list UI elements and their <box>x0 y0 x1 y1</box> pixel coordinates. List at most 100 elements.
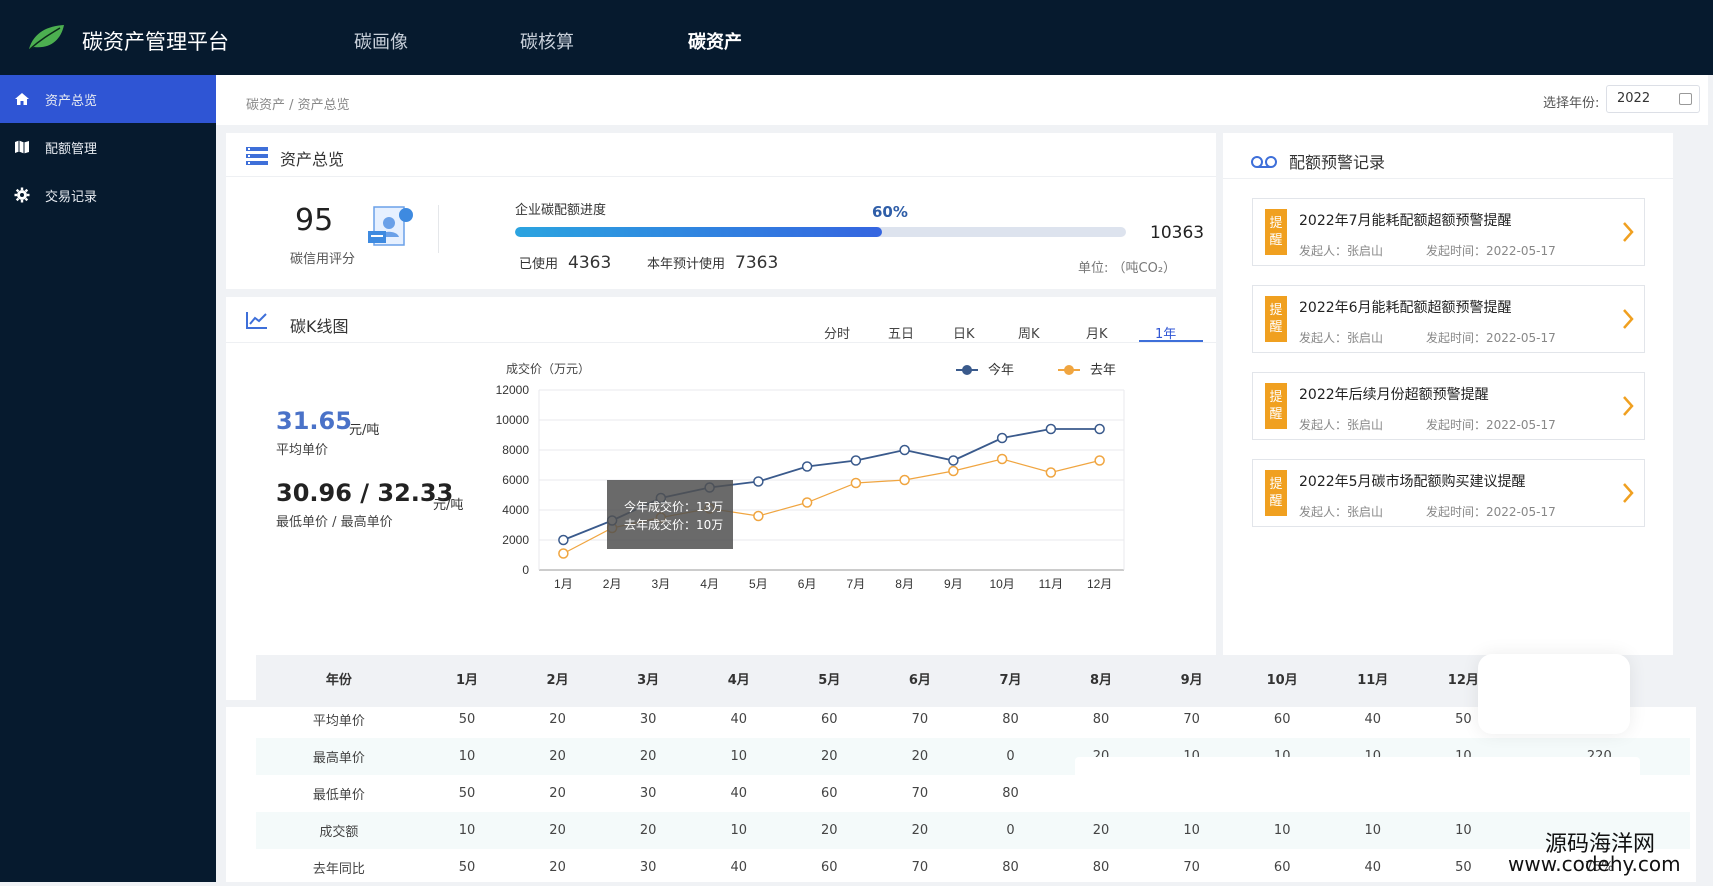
topnav-carbon-accounting[interactable]: 碳核算 <box>520 32 574 53</box>
divider <box>1223 178 1673 179</box>
table-cell: 40 <box>730 786 747 801</box>
table-cell: 最低单价 <box>312 788 365 803</box>
chevron-right-icon[interactable] <box>1620 480 1636 506</box>
data-point <box>850 477 862 489</box>
table-cell: 20 <box>549 860 566 875</box>
alert-item[interactable]: 提醒 2022年6月能耗配额超额预警提醒 发起人：张启山 发起时间：2022-0… <box>1252 285 1645 353</box>
sidebar-item-trade-records[interactable]: 交易记录 <box>0 171 216 219</box>
tab-intraday[interactable]: 分时 <box>824 327 851 342</box>
table-cell: 10 <box>1327 812 1419 849</box>
x-tick-label: 4月 <box>700 577 719 591</box>
data-point <box>948 465 959 477</box>
card-title: 碳K线图 <box>290 317 349 336</box>
chevron-right-icon[interactable] <box>1620 306 1636 332</box>
table-cell: 20 <box>874 812 966 849</box>
average-price: 31.65 <box>276 407 352 435</box>
data-point <box>558 534 569 546</box>
alert-item[interactable]: 提醒 2022年7月能耗配额超额预警提醒 发起人：张启山 发起时间：2022-0… <box>1252 198 1645 266</box>
tab-weekly-k[interactable]: 周K <box>1018 327 1040 342</box>
quota-total: 10363 <box>1150 223 1205 243</box>
y-tick-label: 10000 <box>496 413 529 427</box>
table-cell: 20 <box>512 738 603 775</box>
table-cell: 50 <box>458 786 476 801</box>
y-tick-label: 8000 <box>502 443 529 457</box>
list-icon <box>246 147 268 165</box>
topnav-carbon-assets[interactable]: 碳资产 <box>688 32 742 53</box>
sidebar-item-label: 交易记录 <box>45 190 98 205</box>
alert-title: 2022年7月能耗配额超额预警提醒 <box>1299 213 1512 229</box>
divider <box>226 342 1216 343</box>
alert-item[interactable]: 提醒 2022年5月碳市场配额购买建议提醒 发起人：张启山 发起时间：2022-… <box>1252 459 1645 527</box>
table-cell: 20 <box>1055 812 1147 849</box>
table-cell: 80 <box>1002 860 1019 875</box>
alert-title: 2022年6月能耗配额超额预警提醒 <box>1299 300 1512 316</box>
alert-item[interactable]: 提醒 2022年后续月份超额预警提醒 发起人：张启山 发起时间：2022-05-… <box>1252 372 1645 440</box>
table-header-cell: 2月 <box>512 655 603 701</box>
table-cell: 20 <box>602 812 694 849</box>
table-cell: 80 <box>1092 860 1110 875</box>
forecast-label: 本年预计使用 <box>647 257 726 272</box>
sidebar-item-label: 配额管理 <box>45 142 98 157</box>
top-navbar: 碳资产管理平台 碳画像 碳核算 碳资产 <box>0 0 1713 75</box>
table-cell: 20 <box>874 738 966 775</box>
data-point <box>1094 455 1105 466</box>
table-cell: 40 <box>730 860 747 875</box>
table-cell: 20 <box>784 812 875 849</box>
table-cell: 30 <box>639 786 657 801</box>
gear-icon <box>14 187 30 203</box>
table-cell: 20 <box>602 738 694 775</box>
min-max-label: 最低单价 / 最高单价 <box>276 515 393 530</box>
table-cell: 0 <box>965 812 1056 849</box>
table-cell: 70 <box>1183 860 1200 875</box>
alert-time: 发起时间：2022-05-17 <box>1426 505 1556 519</box>
table-cell: 50 <box>1455 860 1472 875</box>
table-cell: 20 <box>549 786 566 801</box>
x-tick-label: 12月 <box>1087 577 1112 591</box>
year-picker-input[interactable]: 2022 <box>1606 85 1700 113</box>
alert-time: 发起时间：2022-05-17 <box>1426 331 1556 345</box>
table-cell: 40 <box>730 712 747 727</box>
tab-one-year[interactable]: 1年 <box>1155 327 1177 342</box>
overlay-patch <box>1478 654 1630 734</box>
sidebar-item-asset-overview[interactable]: 资产总览 <box>0 75 216 123</box>
table-cell: 20 <box>512 812 603 849</box>
table-header-cell: 7月 <box>965 655 1056 701</box>
credit-score-label: 碳信用评分 <box>290 252 356 267</box>
tab-five-day[interactable]: 五日 <box>888 327 915 342</box>
x-tick-label: 1月 <box>554 577 573 591</box>
table-cell: 30 <box>639 860 657 875</box>
alert-title: 2022年5月碳市场配额购买建议提醒 <box>1299 474 1526 490</box>
table-row: 最低单价 50 20 30 40 60 70 80 <box>256 775 1690 812</box>
sidebar-item-quota-management[interactable]: 配额管理 <box>0 123 216 171</box>
alert-badge: 提醒 <box>1265 470 1287 516</box>
tab-daily-k[interactable]: 日K <box>953 327 975 342</box>
credit-score: 95 <box>295 203 334 238</box>
table-cell: 成交额 <box>256 812 422 849</box>
table-header-cell: 9月 <box>1146 655 1237 701</box>
sidebar: 资产总览 配额管理 交易记录 <box>0 75 216 882</box>
alert-title: 2022年后续月份超额预警提醒 <box>1299 387 1489 403</box>
chevron-right-icon[interactable] <box>1620 393 1636 419</box>
card-title: 配额预警记录 <box>1289 153 1386 172</box>
average-price-unit: 元/吨 <box>349 423 380 438</box>
x-tick-label: 6月 <box>798 577 817 591</box>
data-point <box>948 455 959 466</box>
legend-marker <box>962 365 972 375</box>
table-cell: 50 <box>458 712 476 727</box>
table-cell: 40 <box>1364 712 1382 727</box>
topnav-carbon-profile[interactable]: 碳画像 <box>354 32 408 53</box>
chevron-right-icon[interactable] <box>1620 219 1636 245</box>
x-tick-label: 8月 <box>895 577 914 591</box>
table-cell: 60 <box>1273 860 1291 875</box>
watermark-line-2: www.codehy.com <box>1508 852 1681 876</box>
year-picker-label: 选择年份: <box>1543 96 1600 111</box>
y-tick-label: 4000 <box>502 503 529 517</box>
y-axis-label: 成交价（万元） <box>506 361 590 376</box>
tab-monthly-k[interactable]: 月K <box>1086 327 1108 342</box>
alert-initiator: 发起人：张启山 <box>1299 331 1384 345</box>
x-tick-label: 10月 <box>989 577 1014 591</box>
table-cell: 40 <box>1364 860 1382 875</box>
tooltip-line-last-year: 去年成交价：10万 <box>624 518 724 532</box>
y-tick-label: 2000 <box>502 533 529 547</box>
table-cell: 10 <box>1418 812 1509 849</box>
